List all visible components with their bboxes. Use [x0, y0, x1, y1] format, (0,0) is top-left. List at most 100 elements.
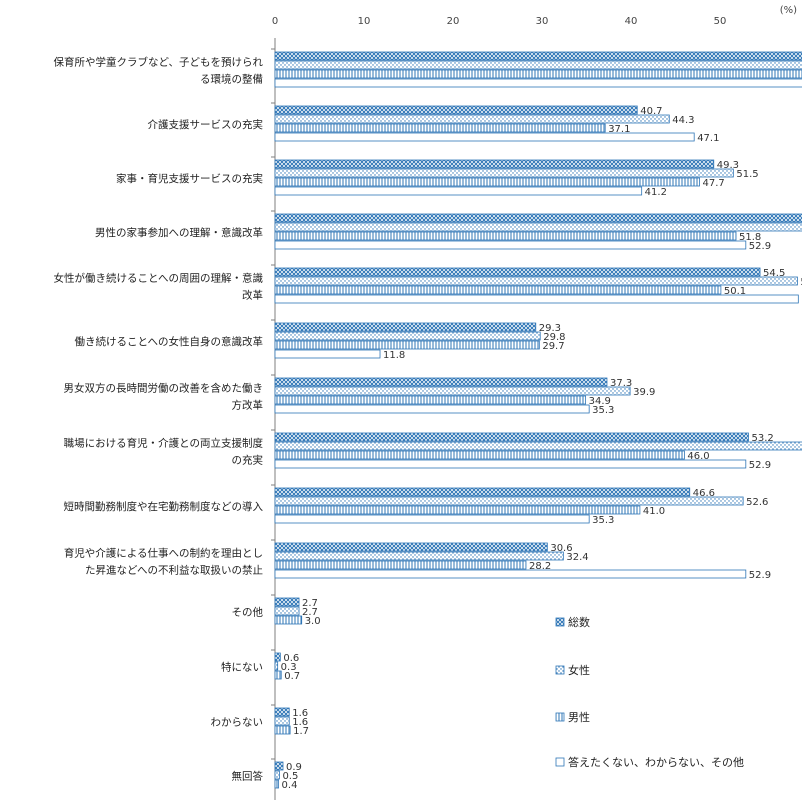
bar-total — [274, 213, 802, 223]
data-label: 35.3 — [592, 515, 614, 526]
data-label: 47.1 — [697, 133, 719, 144]
category-label: 家事・育児支援サービスの充実 — [116, 172, 263, 185]
category-label: 保育所や学童クラブなど、子どもを預けられ — [54, 56, 264, 69]
data-label: 52.9 — [749, 460, 771, 471]
category-label: その他 — [232, 606, 264, 619]
legend-swatch — [555, 665, 565, 675]
data-label: 54.5 — [763, 268, 785, 279]
category-label: た昇進などへの不利益な取扱いの禁止 — [85, 564, 263, 577]
data-label: 29.3 — [539, 323, 561, 334]
data-label: 51.5 — [736, 169, 758, 180]
data-label: 52.9 — [749, 241, 771, 252]
category-label: る環境の整備 — [200, 73, 263, 86]
bar-female — [274, 606, 300, 616]
bar-other — [274, 294, 799, 304]
bar-total — [274, 597, 300, 607]
bar-total — [274, 707, 290, 717]
bar-female — [274, 276, 798, 286]
bar-female — [274, 551, 564, 561]
legend-label: 答えたくない、わからない、その他 — [568, 755, 744, 769]
legend-label: 女性 — [568, 663, 590, 677]
data-label: 28.2 — [529, 561, 551, 572]
data-label: 1.6 — [292, 708, 308, 719]
bar-female — [274, 716, 290, 726]
data-label: 0.5 — [282, 771, 298, 782]
data-label: 0.7 — [284, 671, 300, 682]
category-label: 方改革 — [232, 399, 264, 412]
bar-other — [274, 240, 747, 250]
labels-group: 保育所や学童クラブなど、子どもを預けられる環境の整備80.783.579.470… — [54, 56, 802, 792]
data-label: 3.0 — [305, 616, 321, 627]
bar-male — [274, 560, 527, 570]
data-label: 35.3 — [592, 405, 614, 416]
bar-total — [274, 322, 537, 332]
bar-total — [274, 267, 761, 277]
bar-other — [274, 404, 590, 414]
bar-male — [274, 505, 641, 515]
bar-female — [274, 661, 279, 671]
bar-other — [274, 132, 695, 142]
data-label: 1.7 — [293, 726, 309, 737]
bar-female — [274, 168, 734, 178]
category-label: 男性の家事参加への理解・意識改革 — [95, 226, 263, 239]
x-tick-label: 0 — [272, 16, 278, 27]
bar-male — [274, 285, 722, 295]
x-tick-label: 50 — [714, 16, 727, 27]
category-label: 改革 — [242, 289, 263, 302]
bar-male — [274, 340, 540, 350]
category-label: 職場における育児・介護との両立支援制度 — [64, 437, 264, 450]
data-label: 46.0 — [687, 451, 709, 462]
bar-male — [274, 450, 685, 460]
data-label: 0.3 — [281, 662, 297, 673]
data-label: 52.9 — [749, 570, 771, 581]
bar-male — [274, 231, 737, 241]
data-label: 0.6 — [283, 653, 299, 664]
legend-label: 総数 — [568, 615, 590, 629]
bar-male — [274, 123, 606, 133]
bar-other — [274, 569, 747, 579]
category-label: 特にない — [221, 662, 263, 674]
bars-group — [274, 51, 802, 789]
bar-male — [274, 670, 282, 680]
bar-female — [274, 60, 802, 70]
bar-total — [274, 105, 638, 115]
data-label: 52.6 — [746, 497, 768, 508]
data-label: 30.6 — [550, 543, 572, 554]
data-label: 2.7 — [302, 607, 318, 618]
legend-swatch — [555, 712, 565, 722]
bar-other — [274, 186, 643, 196]
data-label: 29.7 — [542, 341, 564, 352]
data-label: 53.2 — [751, 433, 773, 444]
category-label: 無回答 — [232, 770, 264, 783]
category-label: 男女双方の長時間労働の改善を含めた働き — [64, 382, 264, 395]
category-label: 働き続けることへの女性自身の意識改革 — [75, 335, 263, 348]
category-label: わからない — [211, 717, 264, 729]
bar-total — [274, 652, 281, 662]
bar-total — [274, 159, 715, 169]
bar-other — [274, 349, 381, 359]
data-label: 37.3 — [610, 378, 632, 389]
x-tick-label: 40 — [625, 16, 638, 27]
bar-male — [274, 725, 291, 735]
category-label: 育児や介護による仕事への制約を理由とし — [64, 547, 263, 560]
x-tick-label: 30 — [536, 16, 549, 27]
bar-male — [274, 69, 802, 79]
bar-male — [274, 395, 587, 405]
data-label: 49.3 — [717, 160, 739, 171]
data-label: 29.8 — [543, 332, 565, 343]
bar-male — [274, 779, 279, 789]
legend-swatch — [555, 617, 565, 627]
data-label: 11.8 — [383, 350, 405, 361]
bar-male — [274, 177, 700, 187]
bar-female — [274, 331, 541, 341]
data-label: 51.8 — [739, 232, 761, 243]
bar-total — [274, 487, 691, 497]
data-label: 46.6 — [693, 488, 715, 499]
unit-label: (%) — [780, 5, 797, 16]
data-label: 41.2 — [645, 187, 667, 198]
legend-swatch — [555, 757, 565, 767]
bar-total — [274, 377, 608, 387]
bar-total — [274, 542, 548, 552]
bar-total — [274, 51, 802, 61]
